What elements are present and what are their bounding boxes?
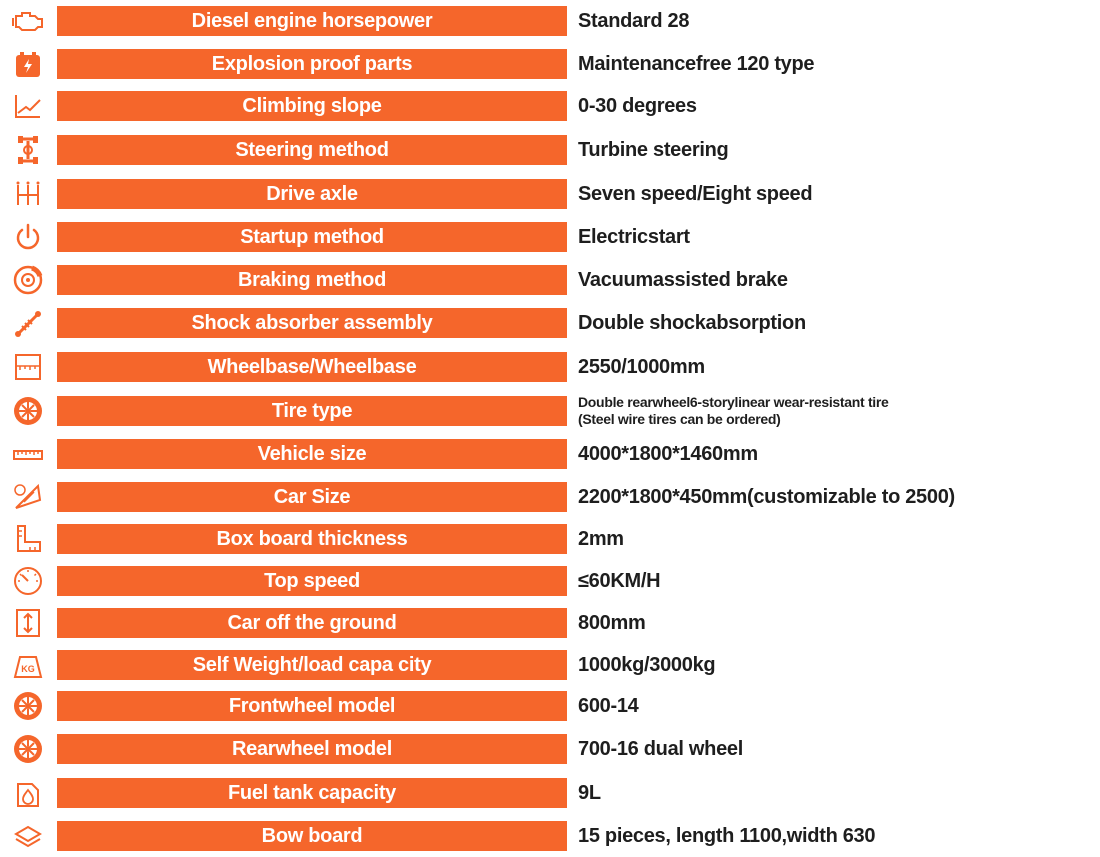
spec-row: Box board thickness 2mm [0,522,1100,556]
spec-value: 1000kg/3000kg [578,654,716,676]
spec-value: 2550/1000mm [578,356,705,378]
spec-label: Fuel tank capacity [57,778,567,808]
spec-value: Standard 28 [578,10,690,32]
steering-axle-icon [10,133,46,167]
spec-label: Vehicle size [57,439,567,469]
spec-row: Braking method Vacuumassisted brake [0,263,1100,297]
weight-kg-icon: KG [10,648,46,682]
spec-row: Bow board 15 pieces, length 1100,width 63… [0,819,1100,853]
spec-value-line: Double rearwheel6-storylinear wear-resis… [578,394,889,410]
l-ruler-icon [10,522,46,556]
spec-value: Seven speed/Eight speed [578,183,813,205]
gearbox-icon [10,177,46,211]
engine-icon [10,4,46,38]
spec-value: 700-16 dual wheel [578,738,743,760]
fuel-tank-icon [10,776,46,810]
battery-icon [10,47,46,81]
spec-row: Frontwheel model 600-14 [0,689,1100,723]
spec-value: Electricstart [578,226,690,248]
spec-value: Vacuumassisted brake [578,269,788,291]
spec-row: Vehicle size 4000*1800*1460mm [0,437,1100,471]
spec-value: Maintenancefree 120 type [578,53,815,75]
height-icon [10,606,46,640]
tire-icon [10,394,46,428]
spec-value: 2200*1800*450mm(customizable to 2500) [578,486,955,508]
spec-value: 15 pieces, length 1100,width 630 [578,825,876,847]
layers-icon [10,819,46,853]
spec-value: 800mm [578,612,646,634]
spec-row: Car off the ground 800mm [0,606,1100,640]
spec-row: Shock absorber assembly Double shockabsor… [0,306,1100,340]
spec-label: Shock absorber assembly [57,308,567,338]
spec-value: 600-14 [578,695,639,717]
spec-row: Tire type Double rearwheel6-storylinear w… [0,394,1100,428]
spec-label: Box board thickness [57,524,567,554]
spec-value-note: (Steel wire tires can be ordered) [578,411,781,427]
spec-value: 0-30 degrees [578,95,697,117]
spec-row: KG Self Weight/load capa city 1000kg/3000k… [0,648,1100,682]
spec-row: Steering method Turbine steering [0,133,1100,167]
wheel-icon [10,732,46,766]
spec-label: Wheelbase/Wheelbase [57,352,567,382]
spec-label: Drive axle [57,179,567,209]
spec-label: Top speed [57,566,567,596]
power-icon [10,220,46,254]
spec-label: Climbing slope [57,91,567,121]
spec-row: Diesel engine horsepower Standard 28 [0,4,1100,38]
spec-row: Fuel tank capacity 9L [0,776,1100,810]
ruler-icon [10,437,46,471]
spec-value: Turbine steering [578,139,729,161]
svg-text:KG: KG [21,664,35,674]
spec-row: Rearwheel model 700-16 dual wheel [0,732,1100,766]
spec-value: 2mm [578,528,624,550]
brake-disc-icon [10,263,46,297]
spec-row: Startup method Electricstart [0,220,1100,254]
spec-label: Car Size [57,482,567,512]
spec-label: Rearwheel model [57,734,567,764]
spec-value: 9L [578,782,601,804]
spec-row: Drive axle Seven speed/Eight speed [0,177,1100,211]
spec-label: Bow board [57,821,567,851]
spec-label: Tire type [57,396,567,426]
shock-absorber-icon [10,306,46,340]
spec-label: Diesel engine horsepower [57,6,567,36]
spec-value: Double rearwheel6-storylinear wear-resis… [578,394,889,428]
spec-label: Startup method [57,222,567,252]
spec-label: Steering method [57,135,567,165]
spec-label: Frontwheel model [57,691,567,721]
wheel-icon [10,689,46,723]
spec-value: Double shockabsorption [578,312,806,334]
spec-row: Climbing slope 0-30 degrees [0,89,1100,123]
spec-label: Car off the ground [57,608,567,638]
spec-label: Self Weight/load capa city [57,650,567,680]
spec-value: ≤60KM/H [578,570,661,592]
spec-value: 4000*1800*1460mm [578,443,758,465]
set-square-icon [10,480,46,514]
spec-row: Wheelbase/Wheelbase 2550/1000mm [0,350,1100,384]
spec-row: Top speed ≤60KM/H [0,564,1100,598]
slope-chart-icon [10,89,46,123]
wheelbase-icon [10,350,46,384]
spec-row: Car Size 2200*1800*450mm(customizable to … [0,480,1100,514]
spec-row: Explosion proof parts Maintenancefree 120… [0,47,1100,81]
speedometer-icon [10,564,46,598]
spec-label: Explosion proof parts [57,49,567,79]
spec-label: Braking method [57,265,567,295]
